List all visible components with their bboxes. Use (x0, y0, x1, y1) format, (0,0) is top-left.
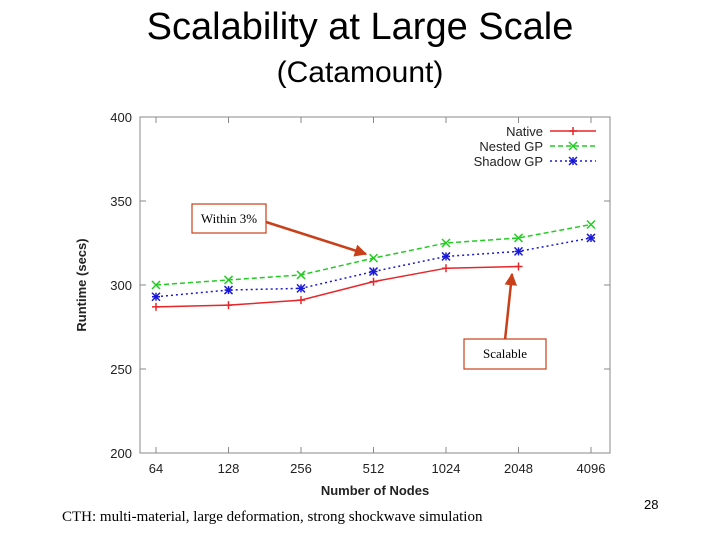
x-axis-label: Number of Nodes (321, 483, 429, 498)
scalable-arrow (503, 272, 518, 341)
series-native (152, 262, 523, 311)
x-tick-label: 1024 (432, 461, 461, 476)
legend-label: Native (506, 124, 543, 139)
point-shadow-gp (151, 292, 161, 302)
point-nested-gp (223, 275, 234, 285)
point-nested-gp (441, 238, 451, 248)
scalable-callout-label: Scalable (483, 346, 527, 361)
within-callout-box (191, 203, 267, 234)
x-tick-label: 512 (363, 461, 385, 476)
y-tick-label: 200 (110, 446, 132, 461)
within-callout-label: Within 3% (201, 211, 257, 226)
legend-item-nested-gp: Nested GP (479, 139, 596, 154)
point-shadow-gp (513, 246, 524, 256)
series-shadow-gp (151, 233, 596, 302)
point-native (514, 262, 523, 271)
scalable-callout-box (463, 338, 547, 370)
legend-marker (569, 127, 577, 135)
point-shadow-gp (223, 285, 234, 295)
x-tick-label: 64 (149, 461, 163, 476)
series-nested-gp (151, 219, 596, 290)
point-shadow-gp (586, 233, 596, 243)
legend-marker (568, 156, 578, 166)
point-shadow-gp (368, 267, 379, 277)
y-tick-label: 350 (110, 194, 132, 209)
legend-marker (568, 141, 578, 151)
point-native (369, 277, 378, 286)
slide-subtitle: (Catamount) (276, 56, 444, 89)
point-native (224, 301, 233, 310)
y-tick-label: 250 (110, 362, 132, 377)
page-number: 28 (644, 497, 659, 512)
point-nested-gp (368, 253, 379, 263)
x-tick-label: 4096 (577, 461, 606, 476)
y-tick-label: 300 (110, 278, 132, 293)
legend-label: Shadow GP (474, 154, 543, 169)
point-shadow-gp (296, 283, 306, 293)
x-tick-label: 2048 (504, 461, 533, 476)
point-shadow-gp (441, 251, 451, 261)
series-line-shadow-gp (155, 237, 592, 298)
slide-caption: CTH: multi-material, large deformation, … (62, 509, 483, 525)
legend-item-shadow-gp: Shadow GP (474, 154, 596, 169)
point-native (152, 302, 160, 311)
point-nested-gp (151, 280, 161, 290)
point-native (297, 296, 305, 305)
x-tick-label: 128 (218, 461, 240, 476)
y-tick-label: 400 (110, 110, 132, 125)
within-arrow (265, 220, 368, 257)
slide-title: Scalability at Large Scale (146, 6, 574, 48)
x-tick-label: 256 (290, 461, 312, 476)
point-native (442, 264, 450, 273)
point-nested-gp (296, 270, 306, 280)
point-nested-gp (513, 233, 524, 243)
series-line-native (155, 265, 519, 308)
legend-label: Nested GP (479, 139, 543, 154)
point-nested-gp (586, 219, 596, 230)
y-axis-label: Runtime (secs) (74, 238, 89, 331)
legend-item-native: Native (506, 124, 596, 139)
